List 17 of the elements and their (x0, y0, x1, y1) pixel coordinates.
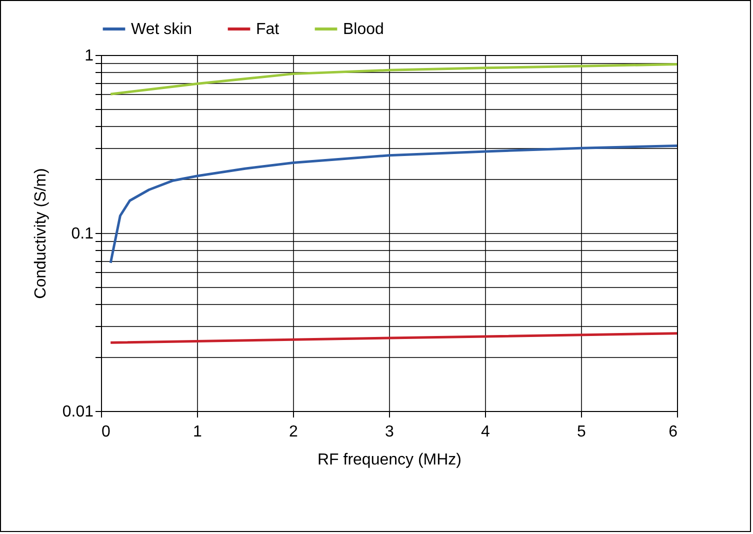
x-tick-label: 4 (481, 424, 490, 440)
legend-label: Blood (343, 21, 384, 38)
legend-label: Wet skin (131, 21, 192, 38)
y-tick-label: 1 (84, 48, 94, 64)
x-tick-label: 2 (289, 424, 298, 440)
x-tick-label: 5 (577, 424, 586, 440)
y-tick-label: 0.01 (62, 404, 94, 420)
y-axis-title: Conductivity (S/m) (32, 168, 50, 299)
x-tick-label: 3 (385, 424, 394, 440)
x-axis-title: RF frequency (MHz) (317, 452, 462, 468)
x-tick-label: 6 (668, 424, 678, 440)
x-tick-label: 1 (193, 424, 202, 440)
line-series (109, 144, 677, 264)
x-tick-label: 0 (102, 424, 110, 440)
legend-label: Fat (256, 21, 280, 38)
y-tick-label: 0.1 (71, 226, 94, 242)
line-series (109, 63, 677, 96)
